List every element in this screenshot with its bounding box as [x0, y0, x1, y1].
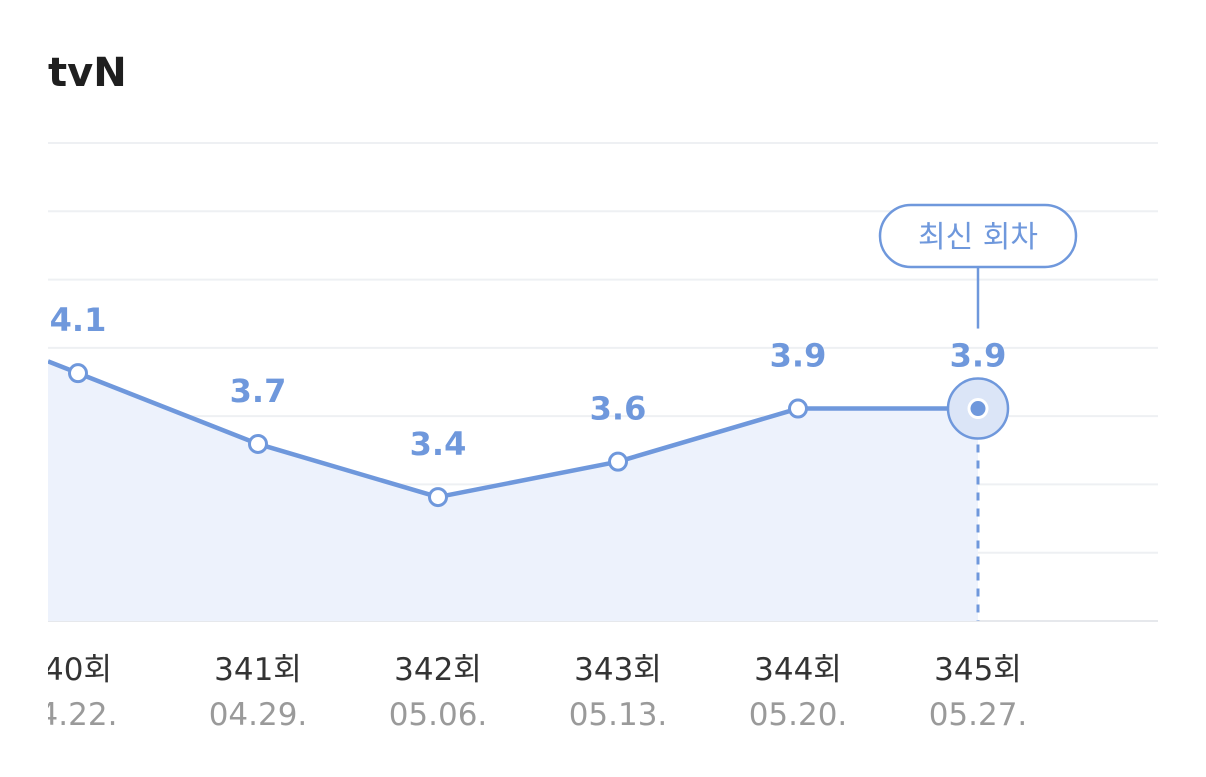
data-label: 3.9	[950, 337, 1007, 375]
x-tick-date: 4.22.	[39, 697, 118, 733]
data-point	[788, 398, 808, 419]
data-point	[428, 487, 448, 508]
data-label: 3.4	[410, 425, 467, 463]
x-tick-date: 04.29.	[209, 697, 308, 733]
x-tick-date: 05.06.	[389, 697, 488, 733]
x-tick-episode: 343회	[574, 652, 662, 688]
x-tick-episode: 342회	[394, 652, 482, 688]
area-fill	[48, 361, 978, 621]
x-tick-date: 05.20.	[749, 697, 848, 733]
channel-title: tvN	[48, 50, 127, 96]
data-point	[68, 363, 88, 384]
data-point	[608, 451, 628, 472]
data-label: 4.1	[50, 301, 107, 339]
latest-badge-label: 최신 회차	[918, 220, 1038, 255]
x-tick-episode: 40회	[44, 652, 112, 688]
data-point-latest	[967, 398, 989, 420]
data-point	[248, 433, 268, 454]
plot-area: 4.1 3.7 3.4 3.6 3.9 3.9	[48, 301, 1010, 621]
data-label: 3.9	[770, 337, 827, 375]
x-tick-date: 05.13.	[569, 697, 668, 733]
data-label: 3.6	[590, 390, 647, 428]
x-tick-episode: 341회	[214, 652, 302, 688]
latest-badge	[878, 203, 1078, 269]
data-label: 3.7	[230, 372, 287, 410]
x-tick-episode: 344회	[754, 652, 842, 688]
x-tick-date: 05.27.	[929, 697, 1028, 733]
x-axis: 40회 4.22. 341회 04.29. 342회 05.06. 343회 05.13. 34…	[39, 652, 1028, 733]
x-tick-episode: 345회	[934, 652, 1022, 688]
